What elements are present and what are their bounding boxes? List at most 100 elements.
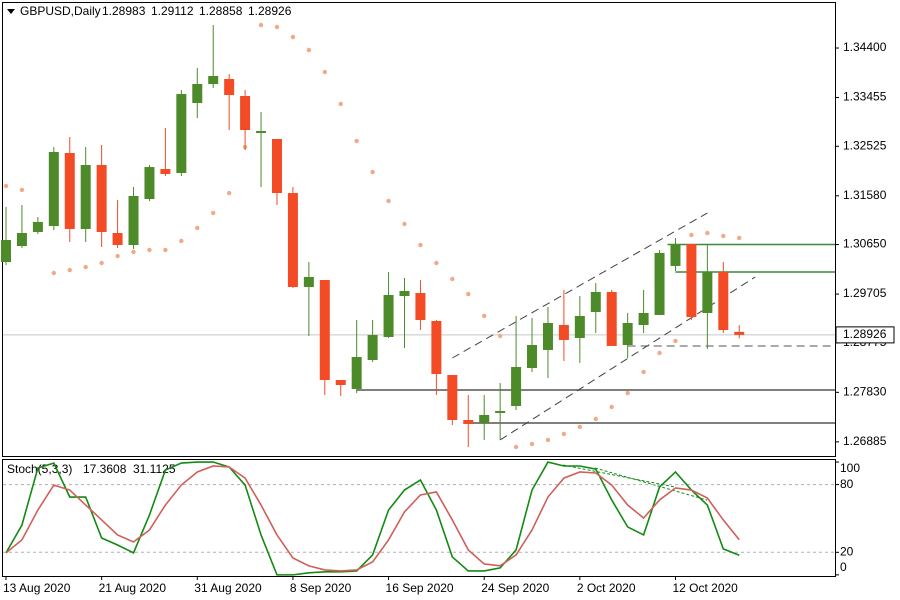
candle-body (686, 244, 697, 318)
sar-dot (370, 169, 375, 175)
candle-body (527, 345, 538, 369)
x-tick-label: 31 Aug 2020 (194, 581, 262, 595)
candle-body (383, 295, 394, 337)
low-value: 1.28858 (199, 4, 243, 18)
x-tick-label: 13 Aug 2020 (3, 581, 71, 595)
sar-dot (131, 249, 136, 255)
candle-body (287, 193, 298, 287)
sar-dot (67, 267, 72, 273)
y-tick-label: 80 (840, 477, 854, 491)
sar-dot (258, 22, 264, 28)
x-tick-label: 8 Sep 2020 (290, 581, 352, 595)
candle-body (16, 233, 27, 247)
sar-dot (386, 198, 391, 204)
sar-dot (418, 242, 423, 248)
x-tick-label: 2 Oct 2020 (577, 581, 636, 595)
sar-dot (402, 221, 407, 227)
sar-dot (737, 235, 742, 241)
candle-body (48, 151, 59, 226)
sar-dot (545, 437, 551, 443)
y-tick-label: 1.31580 (843, 188, 887, 202)
stoch-main-value: 17.3608 (83, 462, 127, 476)
y-tick-label: 1.30650 (843, 237, 887, 251)
y-tick-label: 1.26885 (843, 434, 887, 448)
trend-line (452, 212, 708, 359)
main-panel (2, 2, 836, 457)
high-value: 1.29112 (151, 4, 194, 18)
sar-dot (529, 441, 535, 447)
x-tick-label: 24 Sep 2020 (481, 581, 549, 595)
sar-dot (322, 69, 327, 75)
stoch-line (5, 461, 740, 576)
candle-body (224, 78, 235, 96)
candle-body (192, 84, 203, 103)
candle-body (702, 272, 713, 313)
candle-body (670, 244, 681, 266)
x-tick-label: 16 Sep 2020 (386, 581, 454, 595)
candle-body (399, 290, 410, 297)
candle-body (590, 292, 601, 312)
sar-dot (290, 34, 296, 40)
candle-body (240, 96, 251, 131)
candle-body (574, 315, 585, 338)
y-tick-label: 1.32525 (843, 138, 887, 152)
sar-dot (657, 350, 662, 356)
candle-body (654, 252, 665, 315)
candle-body (64, 152, 75, 229)
sar-dot (641, 369, 646, 375)
sar-dot (561, 431, 567, 437)
sar-dot (115, 253, 120, 259)
open-value: 1.28983 (102, 4, 146, 18)
trend-line (499, 276, 756, 441)
sar-dot (306, 47, 312, 53)
sar-dot (226, 190, 232, 196)
sar-dot (147, 247, 152, 253)
candle-body (463, 419, 474, 424)
candle-body (718, 272, 729, 331)
sar-dot (482, 313, 487, 319)
sar-dot (705, 230, 710, 236)
candle-body (351, 357, 362, 389)
y-tick-label: 0 (840, 560, 847, 574)
candle-body (606, 292, 617, 346)
candle-body (271, 138, 282, 194)
sar-dot (450, 276, 455, 282)
sar-dot (51, 270, 57, 276)
y-tick-label: 100 (840, 461, 860, 475)
menu-triangle (7, 9, 15, 14)
sar-dot (609, 404, 614, 410)
sar-dot (163, 247, 168, 253)
candle-body (558, 324, 569, 340)
sar-dot (625, 390, 630, 396)
sar-dot (354, 138, 359, 144)
sar-dot (434, 260, 439, 266)
sar-dot (513, 444, 519, 450)
sar-dot (83, 264, 88, 270)
y-tick-label: 1.29705 (843, 286, 887, 300)
divergence-line (562, 464, 676, 488)
candle-body (622, 322, 633, 346)
candle-body (479, 414, 490, 423)
divergence-line (594, 467, 708, 501)
x-tick-label: 12 Oct 2020 (672, 581, 738, 595)
candle-body (319, 280, 330, 381)
sar-dot (274, 24, 280, 30)
candle-body (542, 322, 553, 350)
sar-dot (211, 210, 216, 216)
candle-body (32, 222, 43, 233)
candle-body (495, 410, 506, 413)
sar-dot (179, 238, 184, 244)
sar-dot (593, 416, 598, 422)
sar-dot (466, 291, 471, 297)
y-tick-label: 1.27830 (843, 384, 887, 398)
candle-body (112, 233, 123, 246)
candle-body (734, 331, 745, 335)
candle-body (256, 131, 267, 134)
sar-dot (673, 338, 678, 344)
sar-dot (689, 232, 694, 238)
sar-dot (99, 260, 104, 266)
stoch-panel (2, 459, 836, 577)
sar-dot (195, 225, 200, 231)
candle-body (415, 293, 426, 321)
